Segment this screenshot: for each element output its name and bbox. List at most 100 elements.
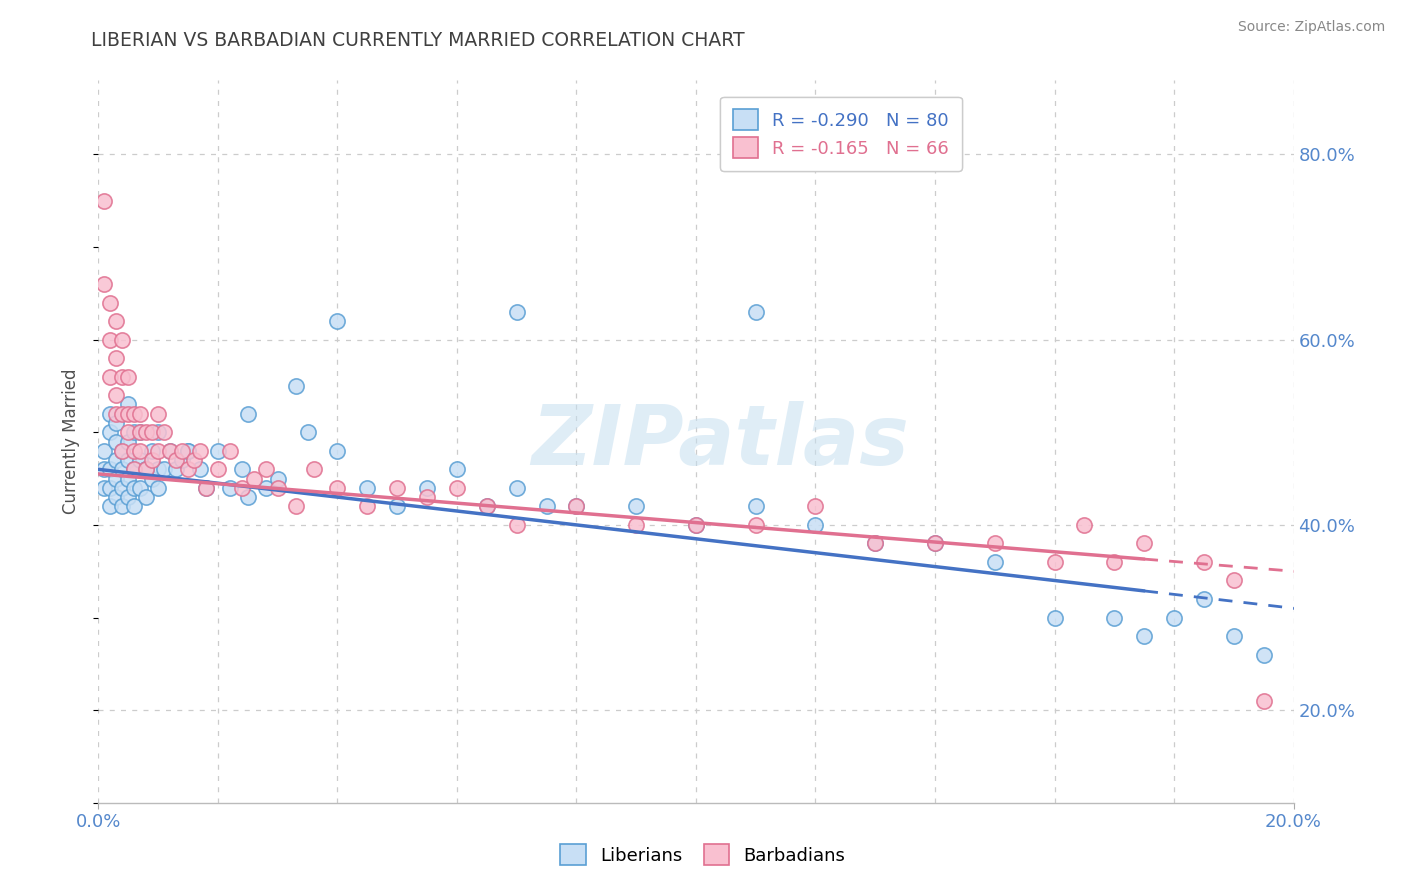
Point: [195, 481, 218, 495]
Point: [148, 407, 170, 421]
Point: [326, 443, 349, 458]
Point: [117, 369, 139, 384]
Point: [124, 481, 146, 495]
Point: [984, 555, 1007, 569]
Point: [153, 462, 176, 476]
Point: [475, 500, 498, 514]
Point: [148, 481, 170, 495]
Legend: R = -0.290   N = 80, R = -0.165   N = 66: R = -0.290 N = 80, R = -0.165 N = 66: [720, 96, 962, 170]
Point: [1253, 694, 1275, 708]
Point: [865, 536, 887, 550]
Point: [565, 500, 588, 514]
Point: [98, 369, 122, 384]
Point: [1133, 536, 1156, 550]
Point: [326, 481, 349, 495]
Point: [302, 462, 325, 476]
Point: [385, 500, 409, 514]
Point: [284, 379, 307, 393]
Point: [135, 462, 157, 476]
Point: [135, 462, 157, 476]
Point: [536, 500, 558, 514]
Point: [98, 500, 122, 514]
Point: [745, 305, 768, 319]
Point: [93, 481, 115, 495]
Point: [804, 517, 827, 532]
Point: [135, 490, 157, 504]
Point: [105, 388, 128, 402]
Point: [984, 536, 1007, 550]
Point: [159, 443, 181, 458]
Point: [267, 481, 290, 495]
Point: [141, 425, 163, 440]
Point: [117, 472, 139, 486]
Point: [105, 453, 128, 467]
Point: [236, 490, 259, 504]
Point: [685, 517, 707, 532]
Point: [105, 490, 128, 504]
Point: [111, 500, 134, 514]
Point: [124, 462, 146, 476]
Point: [326, 314, 349, 328]
Point: [111, 443, 134, 458]
Point: [124, 425, 146, 440]
Point: [416, 490, 439, 504]
Point: [446, 481, 468, 495]
Point: [148, 462, 170, 476]
Point: [172, 453, 194, 467]
Point: [172, 443, 194, 458]
Point: [254, 462, 277, 476]
Point: [111, 443, 134, 458]
Point: [141, 453, 163, 467]
Point: [195, 481, 218, 495]
Point: [159, 443, 181, 458]
Point: [284, 500, 307, 514]
Point: [93, 194, 115, 208]
Point: [177, 462, 200, 476]
Point: [1253, 648, 1275, 662]
Point: [177, 443, 200, 458]
Point: [924, 536, 946, 550]
Point: [129, 443, 152, 458]
Point: [416, 481, 439, 495]
Point: [165, 462, 187, 476]
Point: [93, 277, 115, 291]
Point: [165, 453, 187, 467]
Point: [105, 416, 128, 430]
Point: [153, 425, 176, 440]
Point: [626, 517, 648, 532]
Point: [124, 443, 146, 458]
Point: [1192, 555, 1215, 569]
Point: [1073, 517, 1095, 532]
Point: [111, 481, 134, 495]
Point: [129, 425, 152, 440]
Point: [865, 536, 887, 550]
Point: [219, 443, 242, 458]
Point: [385, 481, 409, 495]
Point: [243, 472, 266, 486]
Point: [267, 472, 290, 486]
Point: [124, 462, 146, 476]
Point: [111, 333, 134, 347]
Point: [745, 517, 768, 532]
Point: [124, 407, 146, 421]
Point: [141, 443, 163, 458]
Point: [1133, 629, 1156, 643]
Point: [1192, 592, 1215, 607]
Point: [117, 490, 139, 504]
Point: [745, 500, 768, 514]
Point: [924, 536, 946, 550]
Point: [93, 443, 115, 458]
Point: [297, 425, 319, 440]
Point: [506, 481, 529, 495]
Point: [1223, 629, 1246, 643]
Point: [1223, 574, 1246, 588]
Point: [148, 443, 170, 458]
Point: [105, 407, 128, 421]
Point: [105, 314, 128, 328]
Point: [207, 443, 229, 458]
Point: [98, 462, 122, 476]
Point: [129, 425, 152, 440]
Point: [111, 369, 134, 384]
Point: [1043, 555, 1066, 569]
Point: [117, 425, 139, 440]
